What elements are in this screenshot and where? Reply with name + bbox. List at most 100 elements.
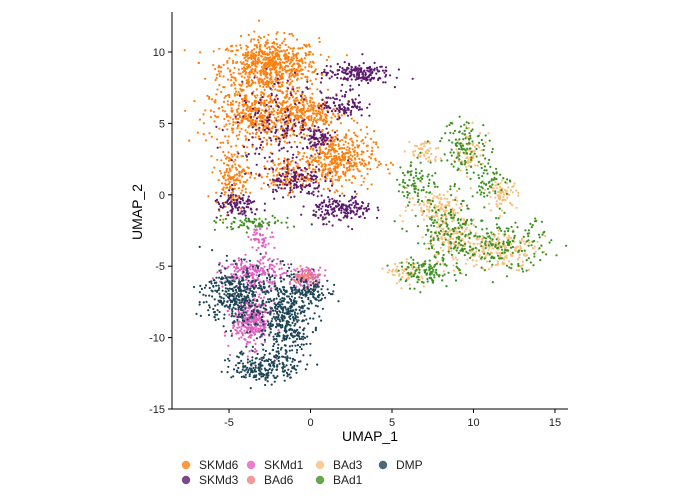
data-point [269, 236, 272, 239]
data-point [336, 69, 339, 72]
data-point [376, 166, 379, 169]
data-point [254, 58, 257, 61]
data-point [478, 235, 481, 238]
data-point [456, 211, 459, 214]
data-point [351, 100, 355, 103]
data-point [273, 98, 276, 101]
data-point [275, 71, 278, 74]
data-point [479, 132, 482, 135]
data-point [217, 64, 220, 67]
data-point [427, 156, 430, 159]
data-point [239, 263, 243, 266]
data-point [236, 155, 239, 158]
data-point [303, 43, 306, 46]
data-point [353, 190, 357, 193]
data-point [463, 254, 466, 257]
data-point [450, 216, 453, 219]
data-point [329, 97, 332, 100]
data-point [245, 155, 248, 158]
data-point [304, 61, 307, 64]
data-point [235, 168, 238, 171]
data-point [263, 99, 266, 102]
data-point [275, 117, 278, 120]
data-point [483, 236, 486, 239]
data-point [286, 160, 289, 163]
data-point [304, 269, 307, 272]
data-point [301, 124, 305, 127]
data-point [278, 142, 281, 146]
data-point [332, 108, 335, 111]
data-point [297, 65, 300, 68]
data-point [292, 186, 296, 190]
data-point [227, 171, 230, 174]
data-point [398, 280, 401, 283]
series-bad1 [213, 115, 568, 294]
data-point [304, 75, 307, 78]
data-point [425, 151, 428, 154]
data-point [218, 75, 222, 78]
data-point [513, 236, 516, 239]
data-point [515, 206, 518, 209]
data-point [328, 200, 331, 203]
data-point [197, 61, 200, 65]
data-point [468, 229, 471, 232]
data-point [231, 76, 234, 79]
data-point [417, 242, 420, 245]
data-point [255, 65, 258, 68]
data-point [296, 106, 299, 110]
data-point [323, 213, 326, 216]
data-point [220, 90, 223, 94]
data-point [293, 118, 296, 121]
data-point [450, 250, 453, 253]
data-point [264, 109, 267, 112]
data-point [356, 209, 359, 212]
data-point [246, 328, 250, 331]
data-point [285, 134, 288, 137]
data-point [245, 81, 248, 84]
data-point [268, 267, 271, 270]
data-point [237, 322, 240, 325]
data-point [236, 326, 239, 329]
data-point [270, 62, 273, 65]
data-point [295, 109, 298, 112]
data-point [236, 209, 240, 212]
data-point [480, 241, 483, 244]
data-point [366, 187, 369, 190]
data-point [272, 107, 275, 110]
data-point [253, 94, 256, 98]
data-point [452, 211, 455, 214]
data-point [198, 118, 201, 121]
data-point [339, 77, 343, 80]
data-point [317, 190, 320, 193]
data-point [349, 111, 352, 114]
data-point [289, 134, 292, 137]
data-point [495, 223, 498, 226]
data-point [303, 128, 306, 131]
data-point [313, 174, 316, 177]
data-point [271, 50, 274, 54]
data-point [312, 190, 315, 193]
data-point [219, 70, 223, 73]
data-point [257, 56, 260, 60]
data-point [231, 332, 234, 335]
data-point [455, 236, 458, 239]
data-point [222, 203, 225, 207]
data-point [373, 61, 376, 64]
data-point [237, 68, 240, 71]
data-point [223, 334, 226, 337]
data-point [531, 224, 534, 227]
data-point [291, 156, 294, 159]
data-point [277, 85, 280, 88]
data-point [245, 326, 248, 329]
data-point [362, 213, 365, 216]
data-point [340, 159, 343, 162]
data-point [236, 179, 240, 182]
data-point [321, 171, 324, 174]
data-point [272, 312, 276, 315]
data-point [252, 233, 255, 236]
data-point [352, 168, 355, 171]
data-point [351, 195, 354, 198]
data-point [210, 98, 214, 101]
data-point [276, 51, 279, 55]
data-point [442, 227, 445, 230]
